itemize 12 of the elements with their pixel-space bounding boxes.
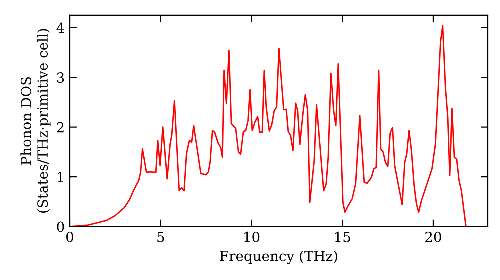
x-tick-label: 5 bbox=[158, 232, 164, 242]
x-tick-label: 0 bbox=[66, 232, 74, 242]
x-tick-label: 10 bbox=[244, 232, 260, 242]
y-tick-label: 4 bbox=[56, 22, 64, 34]
x-tick-label: 15 bbox=[335, 232, 350, 242]
y-tick-label: 2 bbox=[57, 122, 64, 133]
y-tick-label: 1 bbox=[58, 172, 64, 182]
x-axis-title: Frequency (THz) bbox=[220, 250, 338, 264]
y-tick-label: 3 bbox=[57, 72, 64, 84]
y-axis-title: Phonon DOS (States/THz·primitive cell) bbox=[20, 29, 51, 213]
y-tick-label: 0 bbox=[57, 222, 64, 232]
x-tick-label: 20 bbox=[426, 232, 442, 242]
